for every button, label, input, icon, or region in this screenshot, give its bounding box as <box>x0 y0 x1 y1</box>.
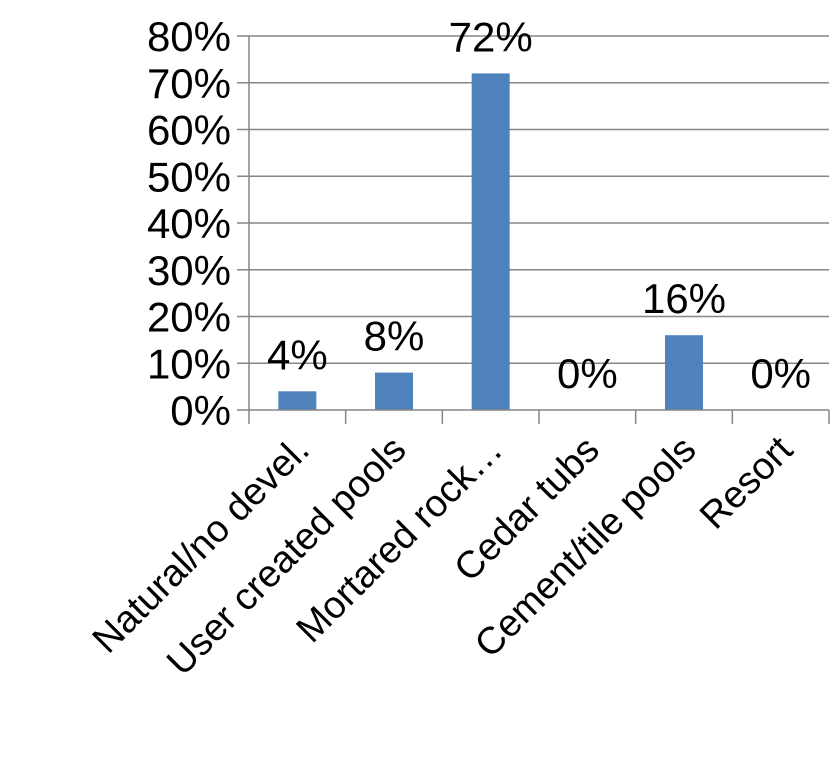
y-tick-labels: 0%10%20%30%40%50%60%70%80% <box>147 13 231 434</box>
data-label: 72% <box>449 13 533 60</box>
x-category-label: Resort <box>692 428 801 537</box>
bar <box>375 372 413 410</box>
y-tick-label: 20% <box>147 294 231 341</box>
data-label: 8% <box>364 313 425 360</box>
y-tick-label: 50% <box>147 153 231 200</box>
x-category-labels: Natural/no devel.User created poolsMorta… <box>85 428 801 684</box>
gridlines <box>249 35 829 364</box>
data-label: 4% <box>267 331 328 378</box>
bar <box>471 73 510 411</box>
data-label: 0% <box>557 350 618 397</box>
data-label: 0% <box>750 350 811 397</box>
bar <box>665 335 703 410</box>
bar <box>278 391 317 410</box>
y-tick-label: 10% <box>147 340 231 387</box>
data-label: 16% <box>642 275 726 322</box>
axes <box>237 35 830 424</box>
y-tick-label: 80% <box>147 13 231 60</box>
data-labels: 4% 8% 72% 0% 16% 0% <box>267 13 811 397</box>
y-tick-label: 30% <box>147 247 231 294</box>
y-tick-label: 0% <box>170 387 231 434</box>
y-tick-label: 40% <box>147 200 231 247</box>
y-tick-label: 60% <box>147 107 231 154</box>
bars <box>278 73 703 411</box>
y-tick-label: 70% <box>147 60 231 107</box>
